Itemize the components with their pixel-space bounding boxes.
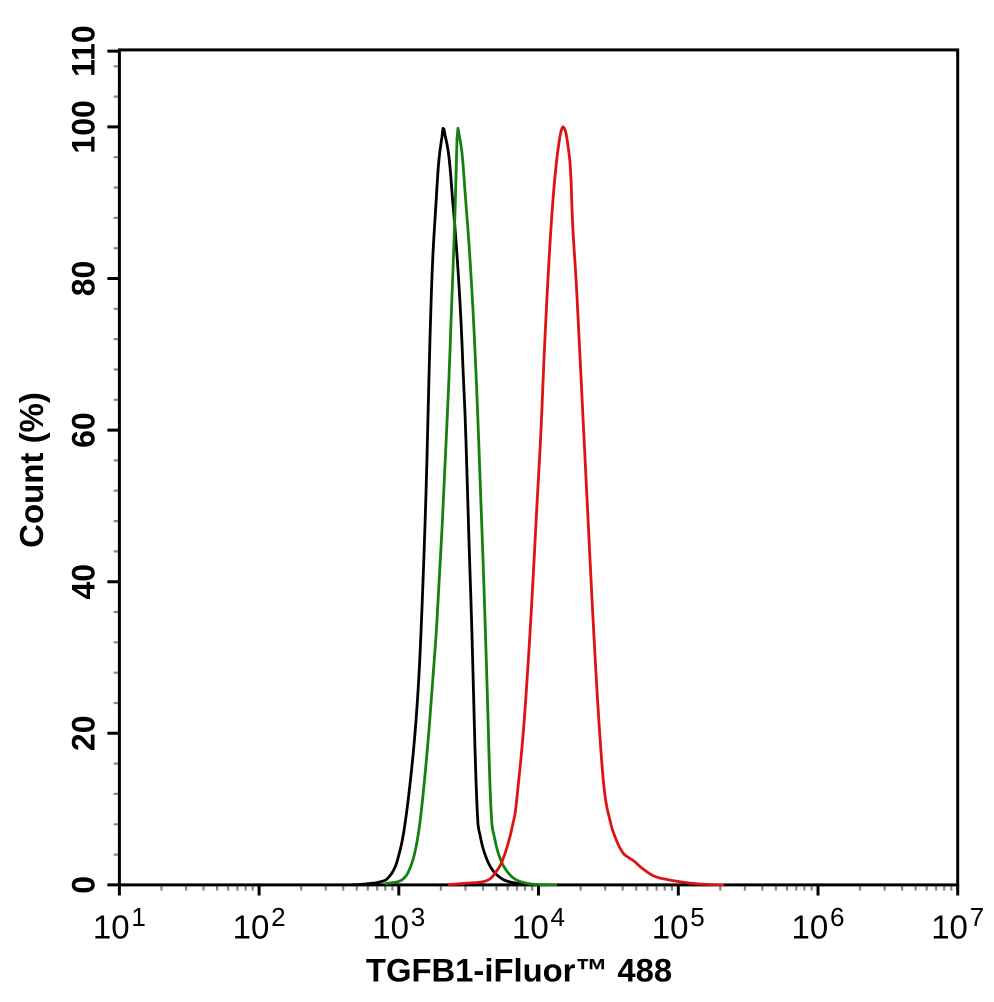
svg-text:Count (%): Count (%): [13, 392, 50, 548]
svg-text:10: 10: [652, 909, 689, 946]
svg-text:10: 10: [372, 909, 409, 946]
svg-text:10: 10: [233, 909, 270, 946]
svg-text:7: 7: [970, 902, 984, 932]
svg-text:0: 0: [66, 876, 102, 894]
svg-text:80: 80: [66, 261, 102, 297]
svg-text:100: 100: [66, 100, 102, 153]
svg-text:6: 6: [830, 902, 844, 932]
svg-text:1: 1: [131, 902, 145, 932]
svg-text:5: 5: [690, 902, 704, 932]
svg-text:110: 110: [66, 25, 102, 77]
svg-text:10: 10: [512, 909, 549, 946]
svg-text:2: 2: [271, 902, 285, 932]
svg-text:20: 20: [66, 716, 102, 752]
svg-text:3: 3: [411, 902, 425, 932]
svg-text:10: 10: [931, 909, 968, 946]
svg-text:10: 10: [792, 909, 829, 946]
svg-text:TGFB1-iFluor™ 488: TGFB1-iFluor™ 488: [366, 952, 672, 989]
svg-text:4: 4: [551, 902, 565, 932]
svg-text:10: 10: [93, 909, 130, 946]
svg-text:60: 60: [66, 412, 102, 448]
svg-text:40: 40: [66, 564, 102, 600]
